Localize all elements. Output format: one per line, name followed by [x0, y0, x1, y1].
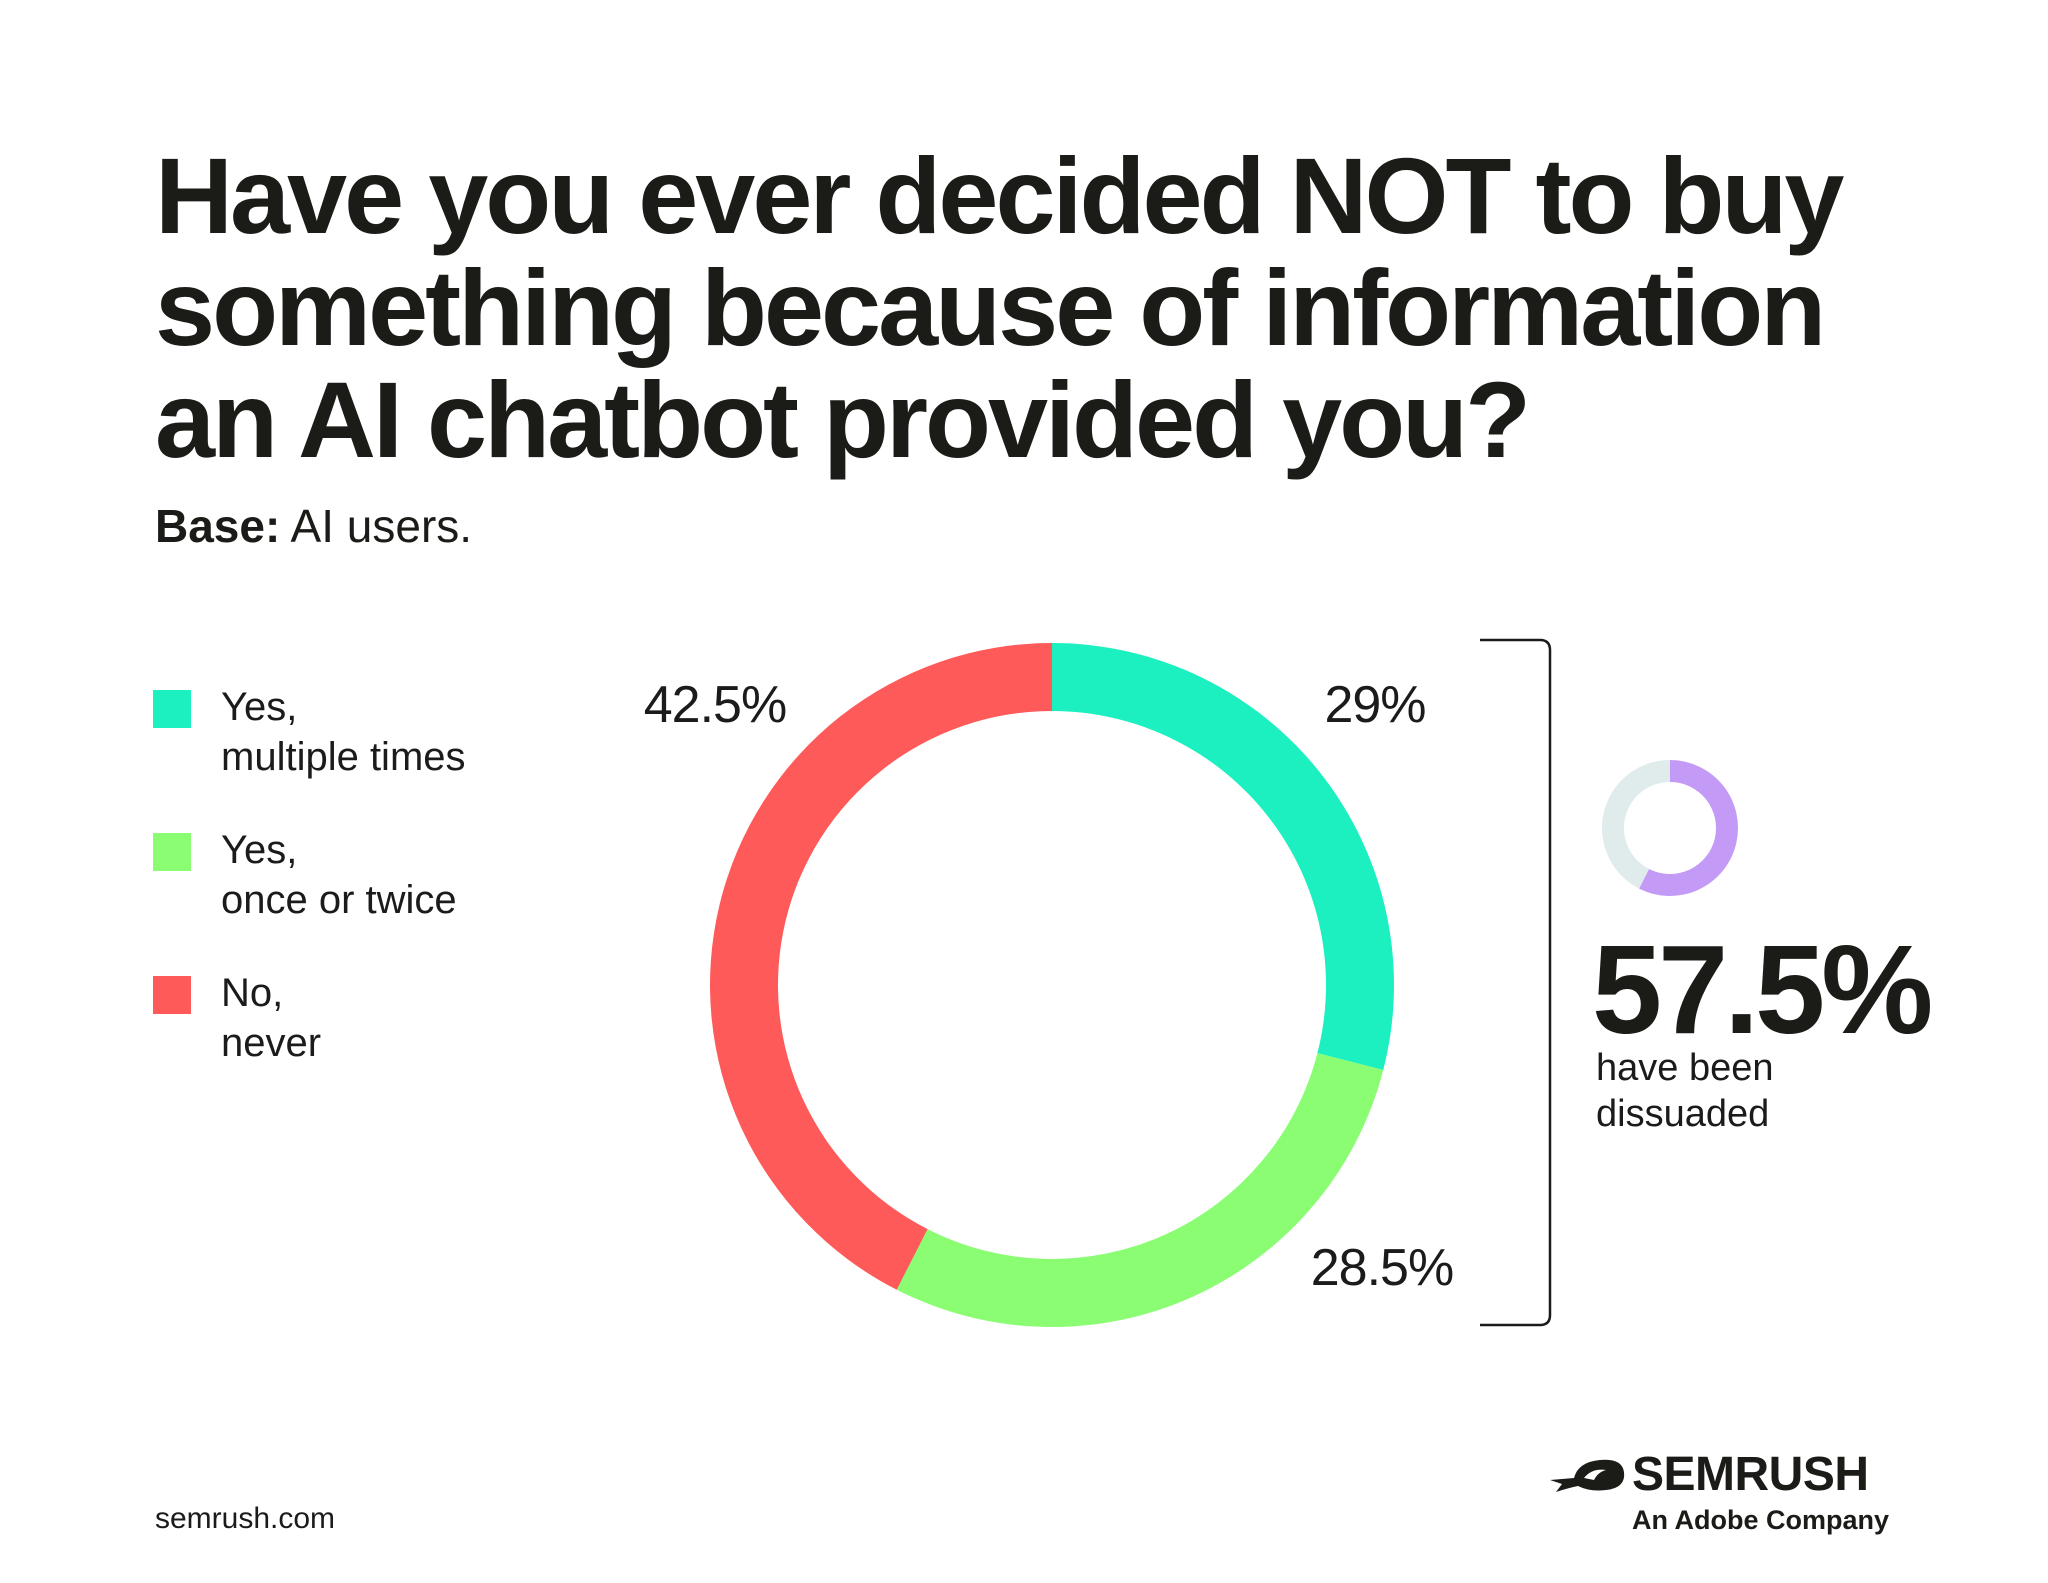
summary-caption-line-1: have been	[1596, 1047, 1774, 1089]
summary-mini-donut	[1602, 760, 1738, 896]
data-label-no-never: 42.5%	[644, 676, 786, 734]
legend-label-yes-multiple: Yes, multiple times	[221, 682, 466, 782]
legend-label-line-2: once or twice	[221, 878, 457, 922]
legend-label-yes-once: Yes, once or twice	[221, 825, 457, 925]
mini-donut-track	[1602, 760, 1670, 889]
legend-swatch-yes-multiple	[153, 690, 191, 728]
mini-donut-fill	[1639, 760, 1738, 896]
title-line-3: an AI chatbot provided you?	[155, 359, 1531, 480]
base-label: Base:	[155, 500, 281, 552]
legend-label-line-1: Yes,	[221, 685, 298, 729]
summary-caption: have been dissuaded	[1596, 1045, 1774, 1137]
legend-swatch-yes-once	[153, 833, 191, 871]
semrush-logo-icon	[1550, 1459, 1625, 1492]
summary-value: 57.5%	[1592, 919, 1933, 1060]
legend-label-no-never: No, never	[221, 968, 321, 1068]
brand-name: SEMRUSH	[1632, 1448, 1869, 1501]
data-label-yes-multiple-times: 29%	[1324, 676, 1425, 734]
donut-slice-no-never	[709, 643, 1052, 1290]
brand-logo: SEMRUSH An Adobe Company	[1548, 1448, 1908, 1538]
legend-label-line-1: Yes,	[221, 828, 298, 872]
data-label-yes-once-or-twice: 28.5%	[1311, 1239, 1453, 1297]
page-title: Have you ever decided NOT to buy somethi…	[155, 140, 1915, 476]
summary-bracket	[1480, 638, 1552, 1327]
footer-url: semrush.com	[155, 1502, 336, 1535]
legend-swatch-no-never	[153, 976, 191, 1014]
base-text: AI users.	[290, 500, 473, 552]
legend-label-line-1: No,	[221, 971, 284, 1015]
donut-labels: 29% 28.5% 42.5%	[644, 676, 1454, 1297]
summary-caption-line-2: dissuaded	[1596, 1093, 1770, 1135]
donut-slice-yes-once-or-twice	[896, 1053, 1384, 1328]
title-line-1: Have you ever decided NOT to buy	[155, 135, 1844, 256]
base-note: Base: AI users.	[155, 500, 472, 552]
donut-slice-yes-multiple-times	[1052, 643, 1394, 1071]
title-line-2: something because of information	[155, 247, 1826, 368]
donut-slices	[709, 643, 1394, 1328]
legend-label-line-2: multiple times	[221, 735, 466, 779]
legend-label-line-2: never	[221, 1021, 322, 1065]
brand-tagline: An Adobe Company	[1632, 1505, 1890, 1535]
